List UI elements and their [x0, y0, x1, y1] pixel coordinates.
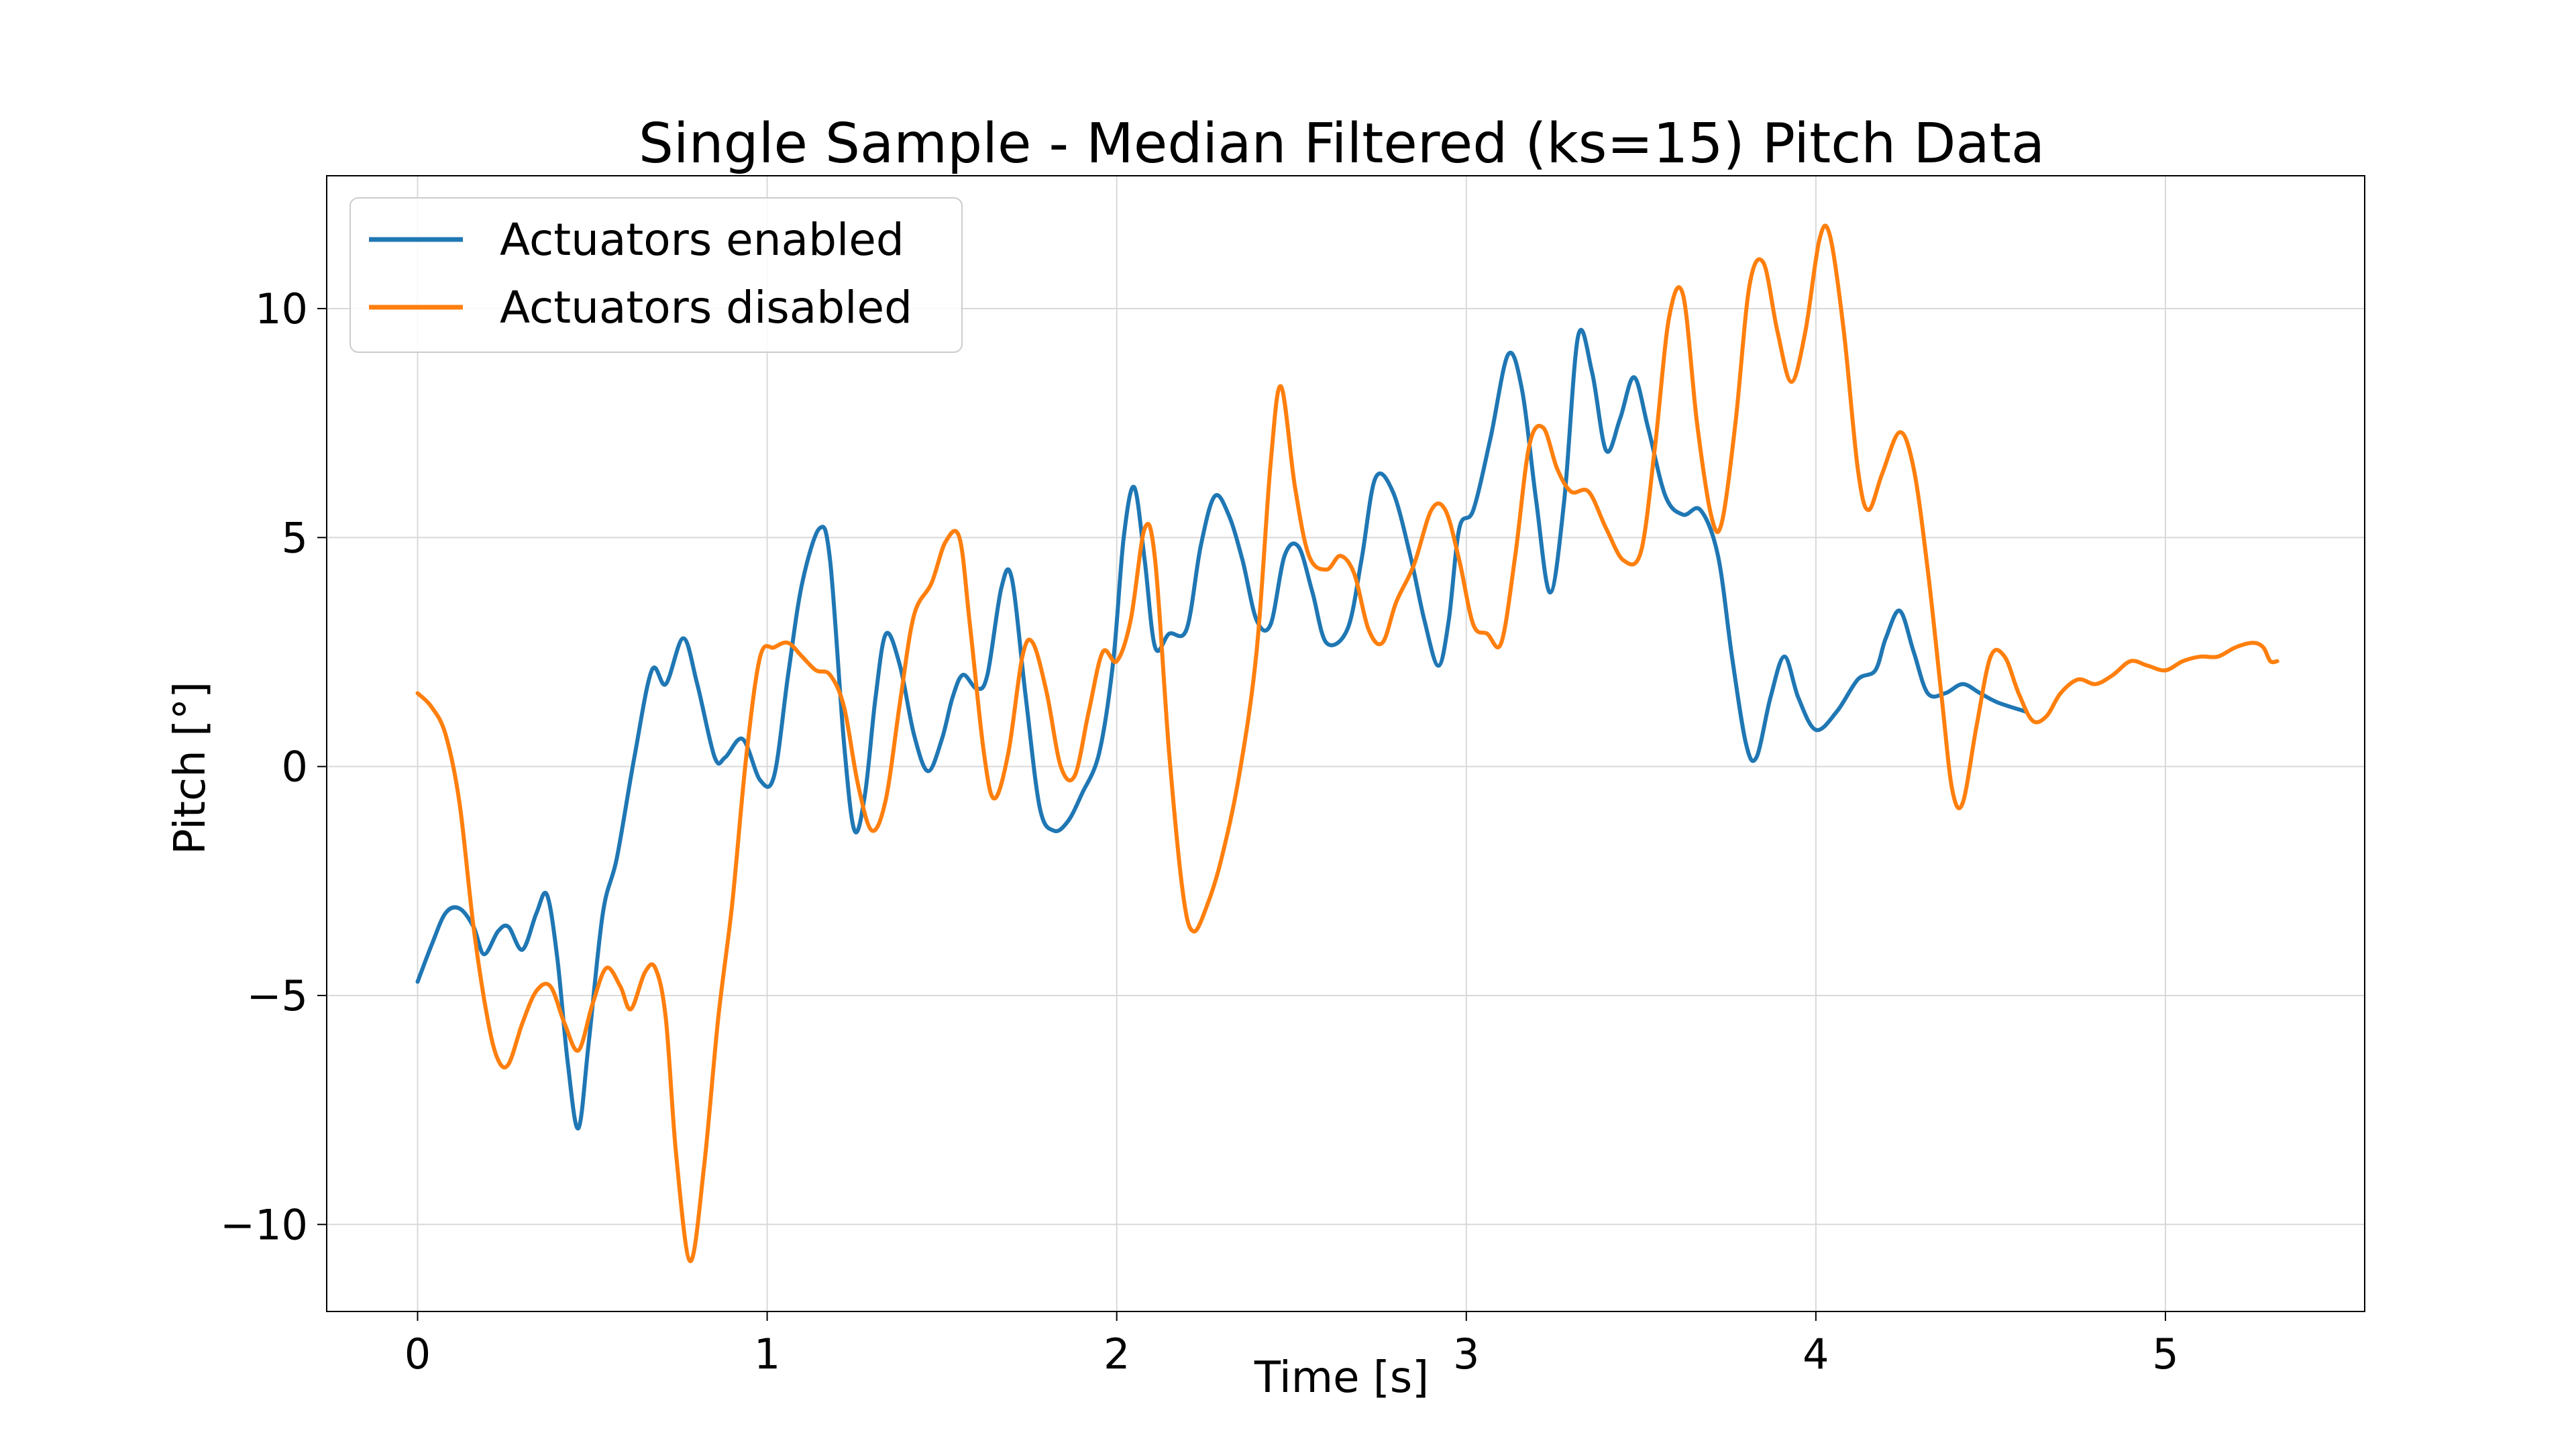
x-tick-label: 1: [754, 1330, 780, 1379]
x-axis-ticks: 0 1 2 3 4 5: [405, 1311, 2179, 1379]
y-tick-label: 10: [255, 284, 308, 333]
series-line-actuators-disabled: [415, 223, 2279, 1263]
y-axis-label: Pitch [°]: [166, 682, 215, 855]
x-tick-label: 2: [1104, 1330, 1130, 1379]
x-axis-label: Time [s]: [1254, 1353, 1429, 1403]
legend: Actuators enabled Actuators disabled: [350, 197, 963, 353]
grid-lines: [327, 176, 2365, 1311]
x-tick-label: 0: [405, 1330, 431, 1379]
y-tick-label: 5: [282, 513, 308, 562]
y-tick-label: −10: [220, 1200, 308, 1249]
x-tick-label: 3: [1453, 1330, 1479, 1379]
y-axis-ticks: −10 −5 0 5 10: [220, 284, 327, 1249]
chart-title: Single Sample - Median Filtered (ks=15) …: [639, 112, 2045, 176]
plot-frame: [326, 175, 2365, 1312]
legend-label-actuators-enabled: Actuators enabled: [500, 214, 904, 266]
y-tick-label: −5: [247, 971, 308, 1020]
x-tick-label: 4: [1803, 1330, 1829, 1379]
x-tick-label: 5: [2152, 1330, 2178, 1379]
y-tick-label: 0: [282, 743, 308, 792]
series-line-actuators-enabled: [415, 327, 2028, 1130]
series-lines: [415, 223, 2279, 1263]
legend-label-actuators-disabled: Actuators disabled: [500, 282, 912, 333]
legend-box: [350, 197, 963, 353]
